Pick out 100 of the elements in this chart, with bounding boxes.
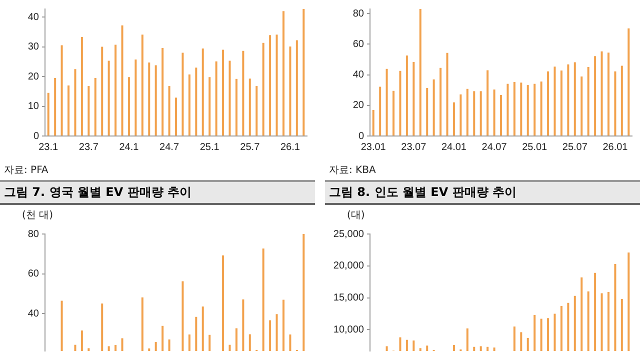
y-tick-label: 80 xyxy=(352,8,364,20)
bar xyxy=(215,61,218,136)
y-tick-label: 0 xyxy=(33,130,40,142)
bar xyxy=(296,40,298,136)
x-tick-label: 25.01 xyxy=(522,142,548,153)
bar xyxy=(379,86,382,136)
y-tick-label: 60 xyxy=(28,268,40,280)
bar xyxy=(560,70,562,136)
bar xyxy=(88,86,90,136)
bar xyxy=(248,78,251,136)
bar xyxy=(540,82,542,136)
bar xyxy=(587,66,590,136)
chart-title: 그림 8. 인도 월별 EV 판매량 추이 xyxy=(325,180,640,205)
x-tick-label: 25.7 xyxy=(240,142,260,153)
bar xyxy=(614,71,616,136)
y-tick-label: 40 xyxy=(352,70,364,81)
text: 자료: KBA xyxy=(329,164,376,177)
x-tick-label: 24.1 xyxy=(119,142,140,153)
bar xyxy=(547,71,550,136)
x-tick-label: 23.1 xyxy=(38,142,59,153)
bar xyxy=(128,77,130,136)
x-tick-label: 23.01 xyxy=(360,142,386,153)
bar xyxy=(412,62,415,136)
bar xyxy=(440,68,442,136)
bar xyxy=(74,69,76,136)
bar xyxy=(208,77,211,136)
bar xyxy=(262,42,264,136)
bar xyxy=(242,50,244,136)
y-tick-label: 80 xyxy=(28,228,40,240)
bar xyxy=(114,44,117,136)
y-axis-title: (대) xyxy=(347,209,365,222)
bar xyxy=(235,78,238,136)
x-tick-label: 24.07 xyxy=(482,142,508,153)
x-tick-label: 26.1 xyxy=(280,142,300,153)
text: 자료: PFA xyxy=(4,164,48,177)
bar xyxy=(567,64,570,136)
bar xyxy=(276,34,278,136)
bar xyxy=(269,35,272,136)
bar xyxy=(228,60,231,136)
x-tick-label: 25.07 xyxy=(562,142,588,153)
bar xyxy=(506,84,509,136)
bar xyxy=(460,94,462,136)
bar xyxy=(452,102,455,136)
bar xyxy=(432,79,435,136)
x-tick-label: 26.01 xyxy=(602,142,628,153)
bar xyxy=(94,78,96,136)
bar xyxy=(526,85,529,136)
bar xyxy=(580,76,583,136)
bar xyxy=(446,52,448,136)
bar xyxy=(594,56,596,136)
bar xyxy=(168,86,170,136)
bar xyxy=(628,28,630,136)
bar xyxy=(289,46,292,136)
y-tick-label: 40 xyxy=(28,12,40,23)
x-tick-label: 23.7 xyxy=(78,142,99,153)
bar xyxy=(80,36,83,136)
bar xyxy=(54,78,56,136)
bar xyxy=(154,65,157,136)
x-tick-label: 24.7 xyxy=(160,142,180,153)
bar xyxy=(282,11,284,136)
bar xyxy=(121,25,124,136)
x-tick-label: 25.1 xyxy=(200,142,220,153)
bar xyxy=(134,60,137,136)
bar xyxy=(399,70,402,136)
bar xyxy=(426,88,428,136)
bar xyxy=(480,91,482,136)
y-tick-label: 10,000 xyxy=(333,324,364,336)
bar xyxy=(520,82,522,136)
bar xyxy=(188,74,190,136)
bar xyxy=(419,9,422,136)
bar xyxy=(108,60,110,136)
y-tick-label: 20 xyxy=(28,71,40,82)
bar xyxy=(493,89,496,136)
x-tick-label: 24.01 xyxy=(441,142,467,153)
bar xyxy=(182,52,184,136)
bar xyxy=(600,51,603,136)
bar xyxy=(372,110,374,136)
bar xyxy=(202,48,204,136)
bar xyxy=(222,50,224,136)
y-tick-label: 30 xyxy=(28,42,40,53)
bar xyxy=(513,82,516,136)
y-tick-label: 40 xyxy=(28,308,40,320)
bar xyxy=(302,9,305,136)
bar xyxy=(162,48,164,136)
bar xyxy=(554,66,556,136)
bar xyxy=(386,68,388,136)
y-tick-label: 10 xyxy=(28,101,40,112)
y-axis-title: (천 대) xyxy=(22,209,53,222)
bar xyxy=(466,88,468,136)
y-tick-label: 0 xyxy=(358,130,364,142)
bar xyxy=(60,45,63,136)
bar xyxy=(256,86,258,136)
bar xyxy=(574,62,576,136)
bar xyxy=(486,70,489,136)
bar xyxy=(607,52,610,136)
bar xyxy=(101,46,104,136)
y-tick-label: 20 xyxy=(352,100,364,112)
chart-title: 그림 7. 영국 월별 EV 판매량 추이 xyxy=(0,180,315,205)
bar xyxy=(500,94,502,136)
bar xyxy=(68,85,70,136)
